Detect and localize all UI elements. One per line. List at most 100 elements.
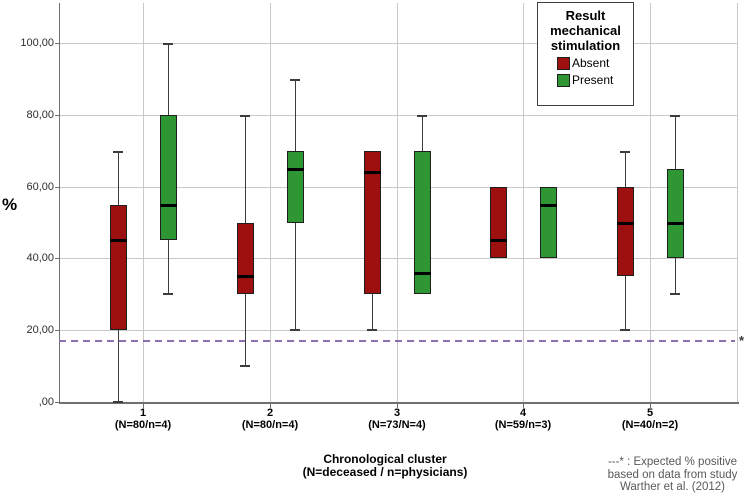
- whisker-cap: [163, 293, 173, 295]
- whisker-cap: [367, 329, 377, 331]
- legend-title-line: mechanical: [550, 23, 621, 38]
- gridline-v: [737, 3, 738, 402]
- gridline-v: [523, 3, 524, 402]
- whisker-cap: [417, 115, 427, 117]
- gridline-v: [270, 3, 271, 402]
- y-tick: [55, 402, 59, 403]
- whisker-cap: [290, 79, 300, 81]
- x-tick: [397, 404, 398, 408]
- whisker-cap: [113, 151, 123, 153]
- y-tick: [55, 43, 59, 44]
- whisker-cap: [290, 329, 300, 331]
- median-line: [490, 239, 507, 242]
- y-tick: [55, 258, 59, 259]
- lower-whisker: [295, 223, 296, 330]
- footnote-line: based on data from study: [607, 468, 738, 481]
- box-absent-cluster-3: [364, 151, 381, 294]
- reference-dashed-line: [59, 340, 735, 342]
- gridline-h: [59, 330, 738, 331]
- x-axis-title: Chronological cluster (N=deceased / n=ph…: [245, 453, 525, 479]
- y-tick-label: 40,00: [26, 252, 54, 264]
- whisker-cap: [163, 43, 173, 45]
- legend-item-present: Present: [557, 73, 633, 87]
- y-tick-label: 80,00: [26, 109, 54, 121]
- y-tick: [55, 187, 59, 188]
- lower-whisker: [168, 240, 169, 294]
- lower-whisker: [118, 330, 119, 402]
- present-color-swatch: [557, 73, 570, 87]
- whisker-cap: [670, 293, 680, 295]
- footnote-line: ---* : Expected % positive: [607, 456, 738, 468]
- absent-color-swatch: [557, 56, 570, 70]
- gridline-v: [397, 3, 398, 402]
- y-tick: [55, 330, 59, 331]
- median-line: [237, 275, 254, 278]
- upper-whisker: [422, 115, 423, 151]
- box-absent-cluster-2: [237, 223, 254, 294]
- legend-title: Result mechanical stimulation: [538, 8, 633, 53]
- upper-whisker: [625, 151, 626, 187]
- whisker-cap: [620, 151, 630, 153]
- whisker-cap: [620, 329, 630, 331]
- median-line: [160, 204, 177, 207]
- gridline-h: [59, 187, 738, 188]
- gridline-h: [59, 115, 738, 116]
- cluster-sublabel: (N=59/n=3): [494, 419, 552, 431]
- box-present-cluster-3: [414, 151, 431, 294]
- upper-whisker: [168, 43, 169, 115]
- upper-whisker: [295, 79, 296, 151]
- box-absent-cluster-4: [490, 187, 507, 258]
- cluster-sublabel: (N=73/N=4): [368, 419, 426, 431]
- cluster-label: 3: [393, 407, 401, 419]
- whisker-cap: [113, 401, 123, 403]
- cluster-label: 2: [266, 407, 274, 419]
- y-tick-label: 20,00: [26, 324, 54, 336]
- x-tick: [523, 404, 524, 408]
- upper-whisker: [675, 115, 676, 169]
- upper-whisker: [118, 151, 119, 205]
- cluster-label: 1: [139, 407, 147, 419]
- gridline-h: [59, 43, 738, 44]
- y-tick-label: ,00: [38, 396, 54, 408]
- gridline-v: [143, 3, 144, 402]
- upper-whisker: [245, 115, 246, 223]
- y-tick-label: 60,00: [26, 181, 54, 193]
- median-line: [667, 222, 684, 225]
- lower-whisker: [372, 294, 373, 330]
- box-absent-cluster-5: [617, 187, 634, 276]
- box-present-cluster-4: [540, 187, 557, 258]
- box-absent-cluster-1: [110, 205, 127, 330]
- lower-whisker: [245, 294, 246, 366]
- cluster-sublabel: (N=80/n=4): [114, 419, 172, 431]
- x-axis-line: [59, 402, 739, 404]
- median-line: [364, 171, 381, 174]
- y-tick: [55, 115, 59, 116]
- x-tick: [650, 404, 651, 408]
- legend-title-line: Result: [565, 8, 606, 23]
- y-axis-line: [59, 3, 60, 402]
- cluster-label: 4: [519, 407, 527, 419]
- lower-whisker: [675, 258, 676, 294]
- legend-item-label: Absent: [572, 56, 610, 70]
- x-axis-title-line: Chronological cluster: [323, 452, 447, 466]
- cluster-label: 5: [646, 407, 654, 419]
- y-axis-title: %: [2, 195, 18, 214]
- whisker-cap: [670, 115, 680, 117]
- gridline-h: [59, 258, 738, 259]
- reference-asterisk: *: [739, 333, 745, 348]
- box-present-cluster-5: [667, 169, 684, 258]
- cluster-sublabel: (N=40/n=2): [621, 419, 679, 431]
- box-present-cluster-2: [287, 151, 304, 223]
- legend-item-label: Present: [572, 73, 614, 87]
- whisker-cap: [240, 115, 250, 117]
- y-tick-label: 100,00: [20, 37, 54, 49]
- median-line: [287, 168, 304, 171]
- footnote-line: Warther et al. (2012): [619, 481, 726, 493]
- cluster-sublabel: (N=80/n=4): [241, 419, 299, 431]
- median-line: [540, 204, 557, 207]
- legend: Result mechanical stimulation Absent Pre…: [537, 2, 634, 106]
- x-tick: [270, 404, 271, 408]
- legend-item-absent: Absent: [557, 56, 633, 70]
